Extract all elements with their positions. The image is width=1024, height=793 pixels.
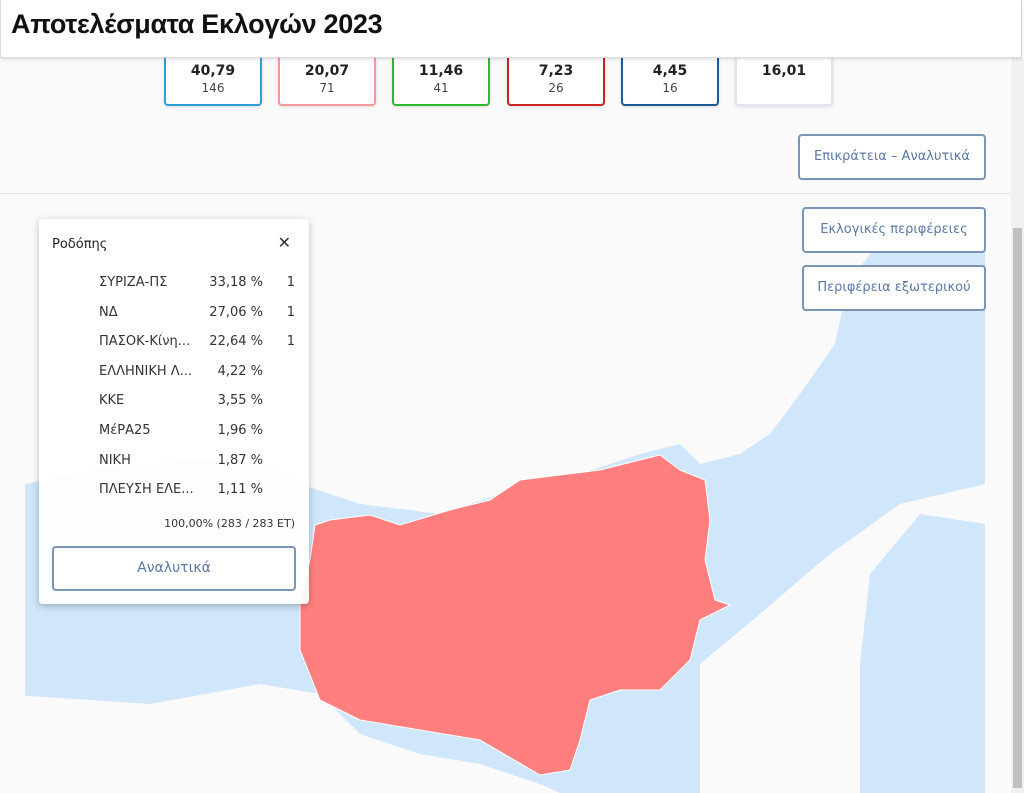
party-percent: 3,55 % (217, 393, 263, 409)
close-icon[interactable]: ✕ (277, 233, 291, 252)
details-button[interactable]: Αναλυτικά (52, 546, 296, 591)
party-summary-card[interactable]: 20,07 71 (278, 58, 376, 106)
party-percent: 7,23 (538, 63, 574, 79)
party-logo-icon (51, 364, 83, 380)
territory-details-button[interactable]: Επικράτεια – Αναλυτικά (798, 134, 986, 180)
party-row: ΜέΡΑ25 1,96 % (51, 421, 301, 443)
scrollbar[interactable] (1011, 58, 1024, 793)
app-header: Αποτελέσματα Εκλογών 2023 (0, 0, 1022, 58)
party-percent: 20,07 (304, 63, 350, 79)
party-percent: 33,18 % (209, 275, 263, 290)
party-logo-icon (51, 393, 83, 409)
party-percent: 27,06 % (209, 304, 263, 320)
party-percent: 4,22 % (217, 363, 263, 379)
party-seats: 146 (201, 81, 225, 95)
map-sea-right (700, 484, 985, 793)
party-percent: 16,01 (761, 63, 807, 79)
party-row: ΠΛΕΥΣΗ ΕΛΕ... 1,11 % (51, 480, 301, 502)
party-row: ΚΚΕ 3,55 % (51, 391, 301, 413)
party-percent: 1,96 % (217, 423, 263, 438)
party-seats: 16 (662, 81, 678, 95)
party-logo-icon (51, 275, 83, 291)
party-seats: 1 (286, 275, 295, 290)
abroad-region-button[interactable]: Περιφέρεια εξωτερικού (802, 265, 986, 311)
party-summary-card[interactable]: 11,46 41 (392, 58, 490, 106)
party-percent: 22,64 % (209, 334, 263, 350)
party-logo-icon (51, 423, 83, 439)
party-seats: 1 (286, 304, 295, 320)
party-name: ΚΚΕ (99, 393, 125, 409)
party-percent: 40,79 (190, 63, 236, 79)
party-name: ΠΛΕΥΣΗ ΕΛΕ... (99, 482, 194, 498)
party-row: ΣΥΡΙΖΑ-ΠΣ 33,18 % 1 (51, 273, 301, 295)
party-logo-icon (51, 334, 83, 350)
party-percent: 1,11 % (217, 482, 263, 498)
party-row: ΠΑΣΟΚ-Κίνη... 22,64 % 1 (51, 332, 301, 354)
map-region-rodopi[interactable] (299, 454, 732, 776)
party-logo-icon (51, 305, 83, 321)
summary-area: 40,79 146 20,07 71 11,46 41 7,23 26 4,45 16 16,01 (0, 58, 1010, 194)
party-percent: 1,87 % (217, 452, 263, 468)
region-popup: Ροδόπης ✕ 100,00% (283 / 283 ΕΤ) Αναλυτι… (39, 219, 309, 604)
party-percent: 11,46 (418, 63, 464, 79)
party-seats: 71 (319, 81, 335, 95)
party-percent: 4,45 (652, 63, 688, 79)
party-name: ΕΛΛΗΝΙΚΗ Λ... (99, 363, 193, 379)
popup-title: Ροδόπης (52, 237, 108, 252)
electoral-regions-button[interactable]: Εκλογικές περιφέρειες (802, 207, 986, 253)
party-row: ΝΙΚΗ 1,87 % (51, 451, 301, 473)
counted-total: 100,00% (283 / 283 ΕΤ) (164, 517, 295, 530)
page-title: Αποτελέσματα Εκλογών 2023 (11, 9, 383, 39)
map-sea (0, 684, 560, 793)
party-name: ΠΑΣΟΚ-Κίνη... (99, 334, 191, 350)
party-seats: 26 (548, 81, 564, 95)
party-name: ΝΔ (99, 304, 118, 320)
party-row: ΝΔ 27,06 % 1 (51, 303, 301, 325)
party-logo-icon (51, 453, 83, 469)
party-summary-card[interactable]: 16,01 (735, 58, 833, 106)
party-summary-card[interactable]: 7,23 26 (507, 58, 605, 106)
party-seats: 1 (286, 334, 295, 350)
scrollbar-thumb[interactable] (1013, 228, 1022, 788)
party-logo-icon (51, 482, 83, 498)
party-row: ΕΛΛΗΝΙΚΗ Λ... 4,22 % (51, 362, 301, 384)
party-name: ΜέΡΑ25 (99, 423, 151, 438)
party-name: ΣΥΡΙΖΑ-ΠΣ (99, 275, 168, 290)
party-name: ΝΙΚΗ (99, 452, 131, 468)
party-summary-card[interactable]: 40,79 146 (164, 58, 262, 106)
party-summary-card[interactable]: 4,45 16 (621, 58, 719, 106)
party-seats: 41 (433, 81, 449, 95)
